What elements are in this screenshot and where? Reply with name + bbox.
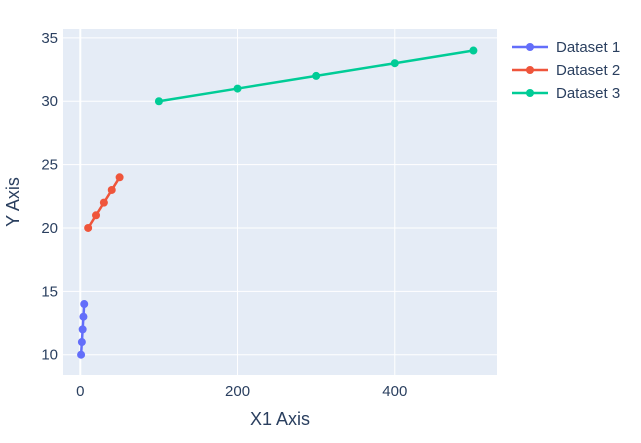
y-tick-label: 30 <box>41 93 58 110</box>
x-tick-labels: 0 200 400 <box>76 383 407 400</box>
data-point <box>233 84 242 93</box>
y-axis-title: Y Axis <box>3 177 23 227</box>
legend-swatch-marker <box>526 89 534 97</box>
data-point <box>115 173 124 182</box>
series-1 <box>77 300 89 359</box>
data-point <box>79 312 88 321</box>
data-point <box>77 338 86 347</box>
legend-label: Dataset 3 <box>556 85 620 102</box>
series-layer <box>77 46 478 359</box>
x-tick-label: 200 <box>225 383 250 400</box>
x-tick-label: 400 <box>382 383 407 400</box>
legend-item[interactable]: Dataset 2 <box>512 62 620 79</box>
data-point <box>107 185 116 194</box>
plot-area <box>63 29 497 375</box>
data-point <box>312 71 321 80</box>
legend-label: Dataset 2 <box>556 62 620 79</box>
data-point <box>469 46 478 55</box>
y-tick-label: 35 <box>41 30 58 47</box>
data-point <box>154 97 163 106</box>
legend-item[interactable]: Dataset 3 <box>512 85 620 102</box>
data-point <box>390 59 399 68</box>
series-3 <box>154 46 478 106</box>
data-point <box>84 223 93 232</box>
data-point <box>80 300 89 309</box>
x-axis-title: X1 Axis <box>250 409 310 429</box>
series-2 <box>84 173 124 232</box>
data-point <box>77 350 86 359</box>
x-tick-label: 0 <box>76 383 84 400</box>
y-tick-label: 25 <box>41 157 58 174</box>
y-tick-label: 20 <box>41 220 58 237</box>
y-tick-label: 15 <box>41 283 58 300</box>
y-tick-label: 10 <box>41 347 58 364</box>
y-gridlines <box>63 37 497 356</box>
legend: Dataset 1 Dataset 2 Dataset 3 <box>512 39 620 102</box>
legend-label: Dataset 1 <box>556 39 620 56</box>
legend-item[interactable]: Dataset 1 <box>512 39 620 56</box>
data-point <box>78 325 87 334</box>
legend-swatch-marker <box>526 66 534 74</box>
data-point <box>99 198 108 207</box>
y-tick-labels: 10 15 20 25 30 35 <box>41 30 58 364</box>
data-point <box>92 211 101 220</box>
legend-swatch-marker <box>526 43 534 51</box>
